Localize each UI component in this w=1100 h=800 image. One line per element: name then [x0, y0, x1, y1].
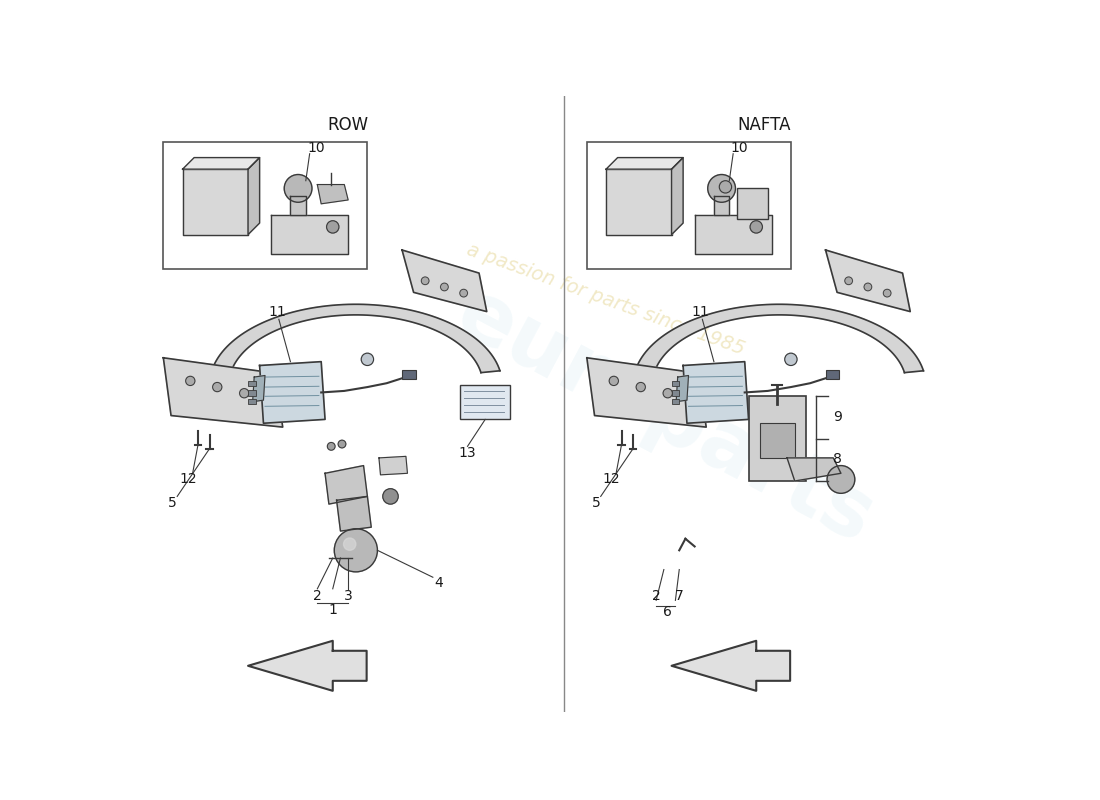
FancyBboxPatch shape — [825, 370, 839, 379]
FancyBboxPatch shape — [737, 188, 768, 219]
Circle shape — [865, 283, 871, 291]
Circle shape — [883, 290, 891, 297]
Polygon shape — [606, 169, 671, 234]
Circle shape — [284, 174, 312, 202]
Text: 11: 11 — [692, 305, 710, 318]
Circle shape — [663, 389, 672, 398]
FancyBboxPatch shape — [163, 142, 367, 270]
FancyBboxPatch shape — [671, 390, 680, 395]
Circle shape — [334, 529, 377, 572]
Polygon shape — [249, 641, 366, 691]
Text: 5: 5 — [592, 495, 601, 510]
Text: a passion for parts since 1985: a passion for parts since 1985 — [464, 240, 748, 358]
Circle shape — [440, 283, 449, 291]
Text: 7: 7 — [675, 590, 683, 603]
FancyBboxPatch shape — [587, 142, 791, 270]
Circle shape — [784, 353, 798, 366]
Text: 10: 10 — [730, 142, 748, 155]
Text: 8: 8 — [834, 453, 843, 466]
Text: 6: 6 — [663, 605, 672, 619]
Polygon shape — [671, 158, 683, 234]
Circle shape — [338, 440, 345, 448]
Polygon shape — [183, 158, 260, 169]
FancyBboxPatch shape — [249, 381, 255, 386]
Polygon shape — [318, 185, 348, 204]
Polygon shape — [212, 304, 499, 373]
Text: 3: 3 — [344, 590, 352, 603]
Circle shape — [719, 181, 732, 193]
Circle shape — [460, 290, 467, 297]
Polygon shape — [636, 304, 923, 373]
FancyBboxPatch shape — [671, 381, 680, 386]
Polygon shape — [260, 362, 326, 423]
Text: 13: 13 — [459, 446, 476, 459]
Circle shape — [827, 466, 855, 494]
Text: 11: 11 — [268, 305, 286, 318]
Polygon shape — [403, 250, 486, 312]
Circle shape — [327, 221, 339, 233]
Polygon shape — [683, 362, 749, 423]
Text: ROW: ROW — [328, 116, 369, 134]
FancyBboxPatch shape — [749, 396, 806, 481]
Circle shape — [343, 538, 356, 550]
Circle shape — [186, 376, 195, 386]
FancyBboxPatch shape — [671, 398, 680, 404]
Text: 2: 2 — [652, 590, 660, 603]
Polygon shape — [587, 358, 706, 427]
Polygon shape — [695, 215, 772, 254]
Polygon shape — [606, 158, 683, 169]
Circle shape — [383, 489, 398, 504]
FancyBboxPatch shape — [403, 370, 416, 379]
Polygon shape — [671, 641, 790, 691]
Circle shape — [328, 442, 336, 450]
Text: 5: 5 — [168, 495, 177, 510]
Circle shape — [609, 376, 618, 386]
Polygon shape — [326, 466, 367, 504]
Polygon shape — [676, 375, 689, 402]
Text: 4: 4 — [434, 576, 443, 590]
FancyBboxPatch shape — [249, 398, 255, 404]
Polygon shape — [253, 375, 265, 402]
Text: 10: 10 — [307, 142, 324, 155]
Circle shape — [421, 277, 429, 285]
Circle shape — [707, 174, 736, 202]
Polygon shape — [825, 250, 911, 312]
Polygon shape — [714, 196, 729, 215]
Text: 12: 12 — [179, 473, 197, 486]
Text: 2: 2 — [314, 590, 321, 603]
FancyBboxPatch shape — [460, 385, 510, 419]
Polygon shape — [788, 458, 842, 481]
Polygon shape — [163, 358, 283, 427]
Polygon shape — [337, 496, 372, 531]
Circle shape — [240, 389, 249, 398]
Text: 1: 1 — [328, 603, 338, 618]
Circle shape — [845, 277, 853, 285]
Circle shape — [361, 353, 374, 366]
Polygon shape — [271, 215, 348, 254]
Circle shape — [212, 382, 222, 392]
Text: 12: 12 — [603, 473, 620, 486]
Text: europarts: europarts — [442, 272, 888, 560]
Circle shape — [636, 382, 646, 392]
Polygon shape — [290, 196, 306, 215]
Polygon shape — [378, 456, 407, 475]
Polygon shape — [249, 158, 260, 234]
Text: 9: 9 — [834, 410, 843, 424]
Text: NAFTA: NAFTA — [737, 116, 791, 134]
Circle shape — [750, 221, 762, 233]
Polygon shape — [183, 169, 249, 234]
FancyBboxPatch shape — [249, 390, 255, 395]
FancyBboxPatch shape — [760, 423, 794, 458]
